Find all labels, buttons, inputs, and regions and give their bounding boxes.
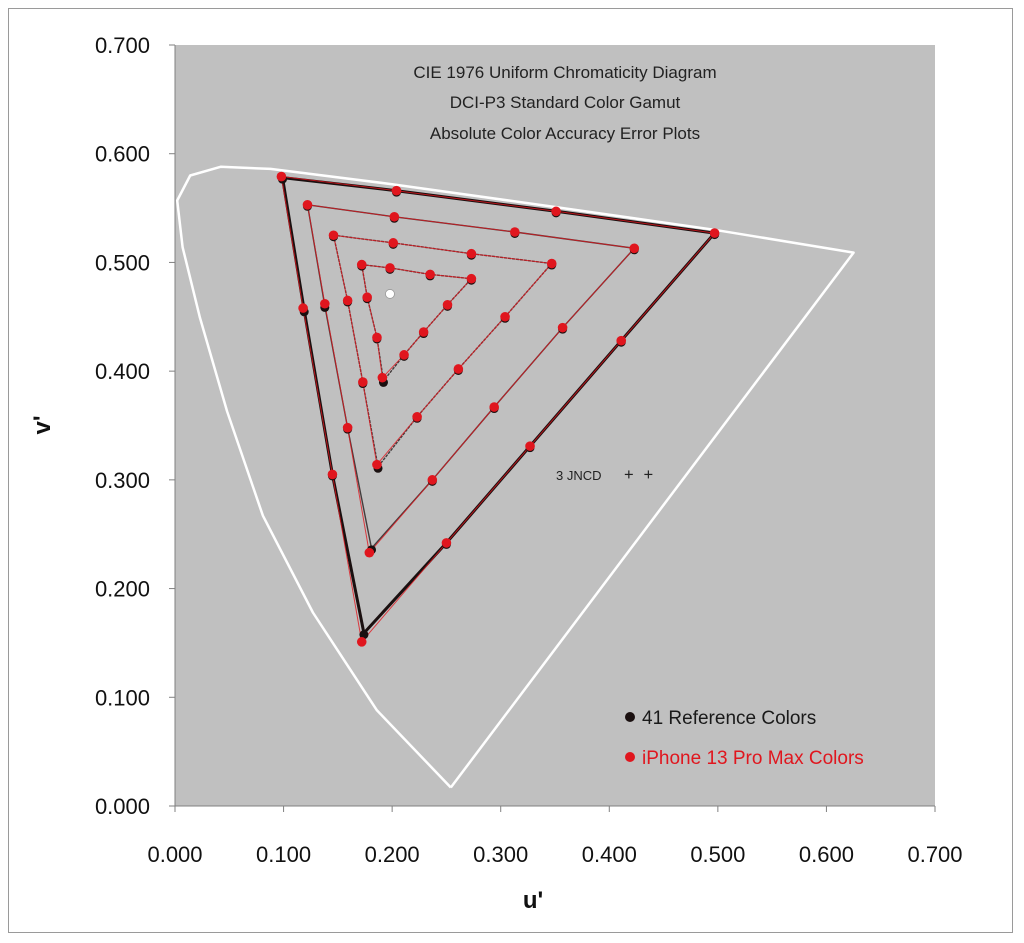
y-tick-label: 0.100 xyxy=(95,685,150,710)
measured-point xyxy=(364,547,375,558)
legend-label-reference: 41 Reference Colors xyxy=(642,708,816,729)
measured-point xyxy=(551,206,561,217)
measured-point xyxy=(388,238,399,248)
y-tick-label: 0.600 xyxy=(95,142,150,167)
measured-point xyxy=(546,258,557,269)
y-tick-label: 0.700 xyxy=(95,33,150,58)
jncd-annotation-label: 3 JNCD xyxy=(556,468,602,483)
measured-point xyxy=(377,372,388,383)
x-tick-label: 0.700 xyxy=(907,842,962,867)
y-tick-label: 0.200 xyxy=(95,577,150,602)
spectral-locus xyxy=(175,165,855,789)
white-point xyxy=(385,289,395,299)
measured-point xyxy=(342,295,353,306)
x-tick-label: 0.400 xyxy=(582,842,637,867)
measured-point xyxy=(391,185,402,196)
measured-point xyxy=(616,335,627,346)
chart-title-line-2: DCI-P3 Standard Color Gamut xyxy=(450,93,681,112)
measured-point xyxy=(389,211,400,222)
measured-point xyxy=(372,332,382,343)
measured-point xyxy=(453,364,464,374)
measured-point xyxy=(427,475,438,485)
measured-point xyxy=(709,228,720,238)
measured-point xyxy=(358,377,368,387)
measured-point xyxy=(525,441,535,451)
measured-point xyxy=(276,171,287,182)
measured-point xyxy=(557,322,568,333)
measured-point xyxy=(356,637,367,647)
legend-marker-measured xyxy=(625,752,635,762)
measured-point xyxy=(441,538,452,548)
measured-point xyxy=(418,327,429,337)
measured-point xyxy=(362,292,372,303)
chart-title-line-1: CIE 1976 Uniform Chromaticity Diagram xyxy=(413,63,716,82)
measured-point xyxy=(356,259,367,270)
x-tick-label: 0.300 xyxy=(473,842,528,867)
measured-point xyxy=(442,300,453,310)
y-tick-label: 0.500 xyxy=(95,250,150,275)
measured-point xyxy=(629,243,640,254)
measured-point xyxy=(466,248,477,259)
measured-point xyxy=(320,298,330,309)
measured-point xyxy=(500,311,510,322)
legend-marker-reference xyxy=(625,712,635,722)
x-axis-label: u' xyxy=(523,887,543,914)
measured-point xyxy=(342,422,353,433)
measured-point xyxy=(510,227,520,237)
measured-point xyxy=(372,459,382,470)
measured-point xyxy=(425,269,435,280)
measured-point xyxy=(302,200,313,210)
measured-point xyxy=(489,402,500,412)
chart-title-line-3: Absolute Color Accuracy Error Plots xyxy=(430,124,700,143)
measured-point xyxy=(328,230,339,241)
legend-label-measured: iPhone 13 Pro Max Colors xyxy=(642,748,864,769)
measured-point xyxy=(399,350,409,360)
y-axis-label: v' xyxy=(29,415,56,434)
reference-point xyxy=(359,630,369,640)
chart-frame xyxy=(8,8,1013,933)
x-tick-label: 0.000 xyxy=(147,842,202,867)
measured-point xyxy=(385,263,395,273)
measured-point xyxy=(412,412,422,422)
y-tick-label: 0.400 xyxy=(95,359,150,384)
x-tick-label: 0.600 xyxy=(799,842,854,867)
measured-point xyxy=(327,469,338,480)
x-tick-label: 0.100 xyxy=(256,842,311,867)
plot-area xyxy=(175,45,935,806)
measured-point xyxy=(466,273,477,284)
y-tick-label: 0.000 xyxy=(95,794,150,819)
y-tick-label: 0.300 xyxy=(95,468,150,493)
x-tick-label: 0.200 xyxy=(365,842,420,867)
measured-point xyxy=(298,303,308,313)
x-tick-label: 0.500 xyxy=(690,842,745,867)
